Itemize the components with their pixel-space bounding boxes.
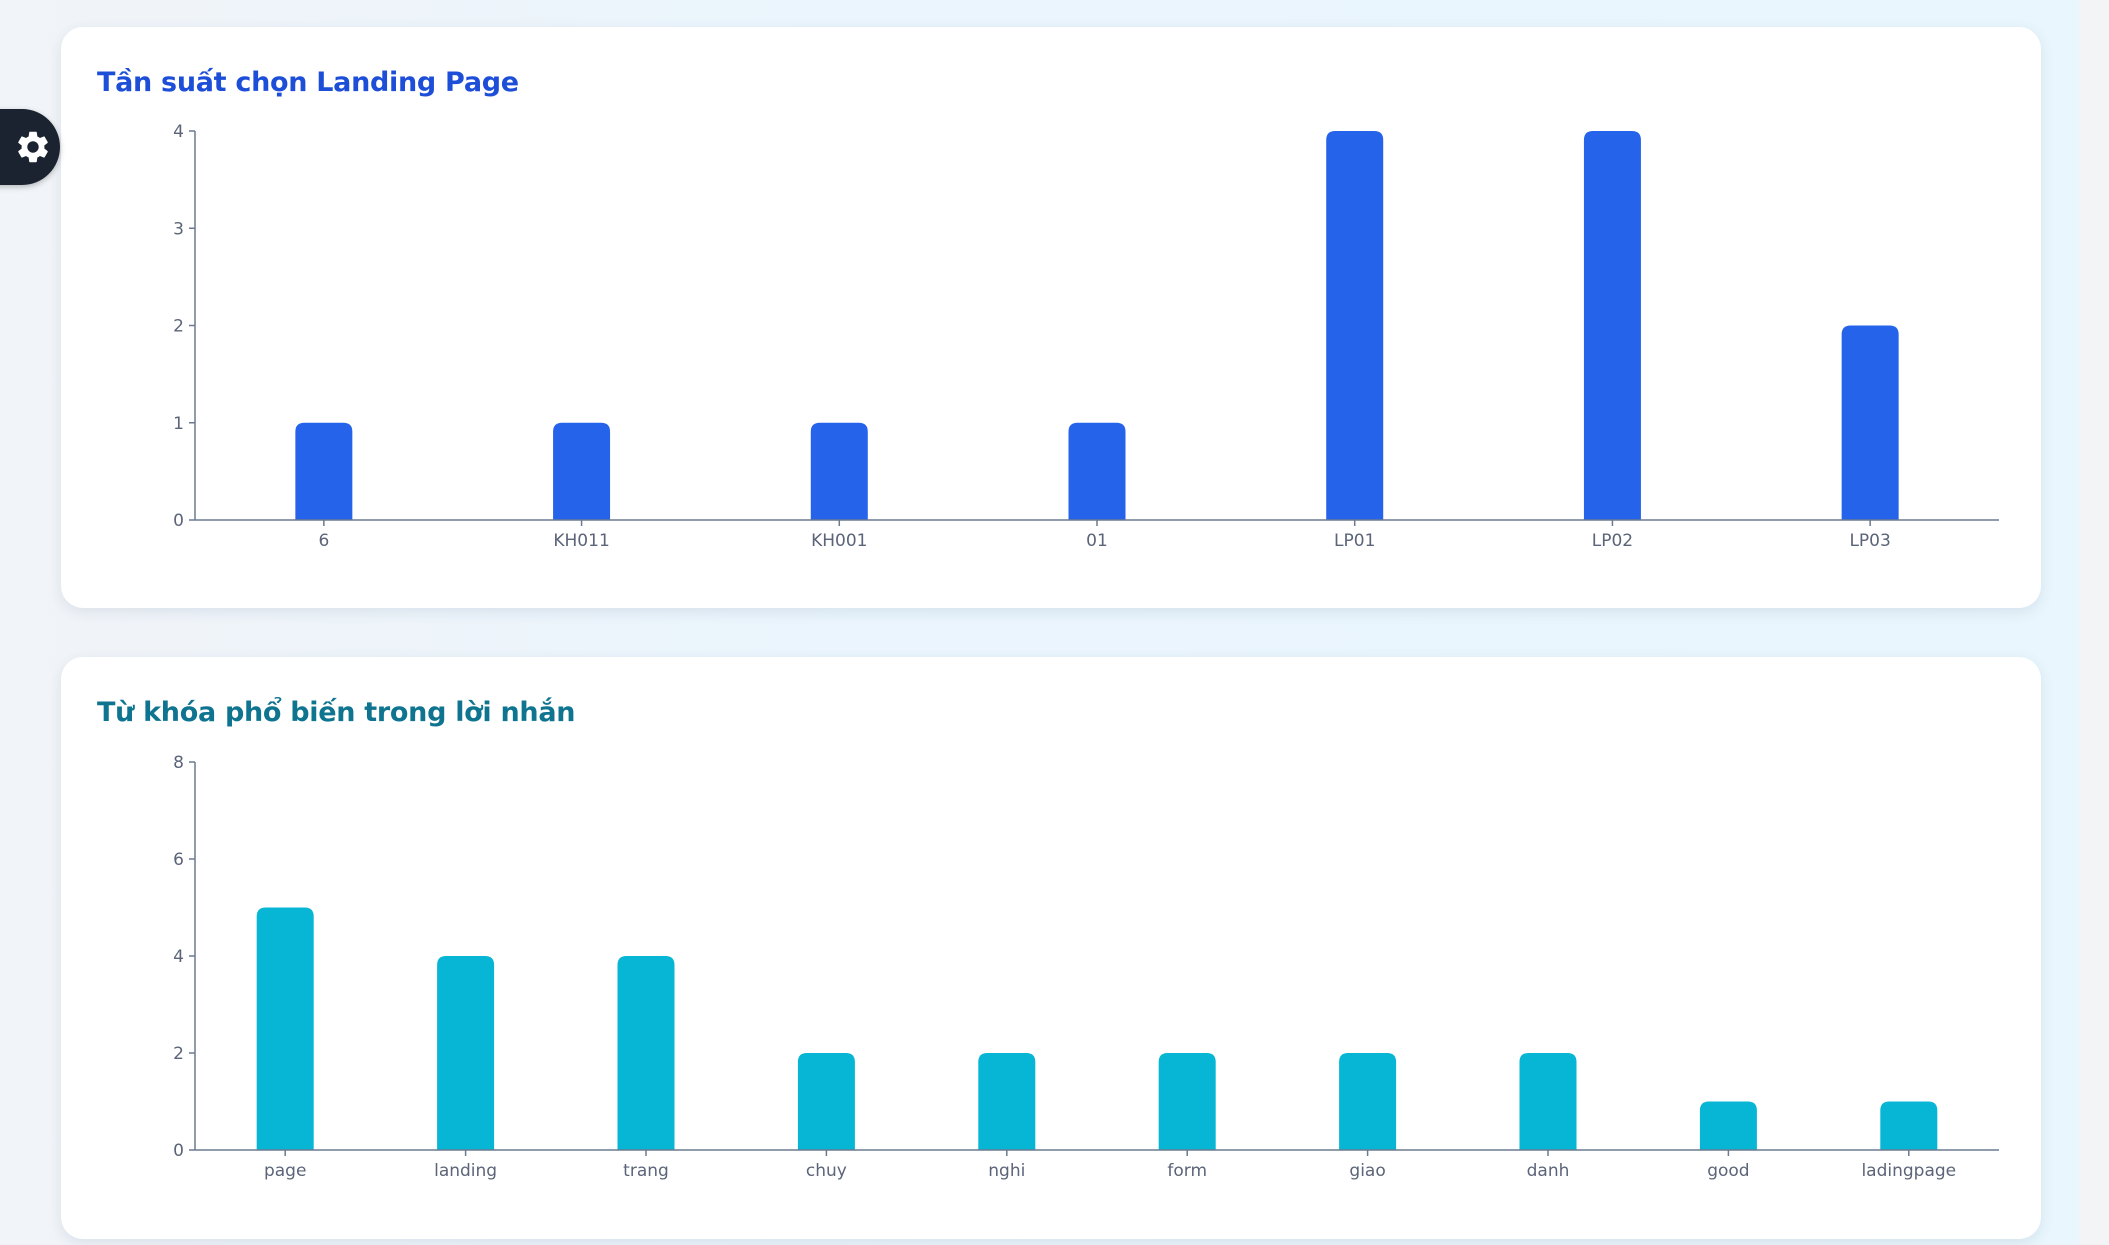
y-tick-label: 4: [173, 122, 184, 142]
bar-landing[interactable]: [437, 956, 495, 1150]
bar-form[interactable]: [1158, 1053, 1216, 1150]
bar-trang[interactable]: [617, 956, 675, 1150]
x-tick-label: nghi: [988, 1161, 1025, 1181]
landing-page-frequency-card: Tần suất chọn Landing Page 0 1 2 3 4 6 KH011 KH…: [61, 27, 2041, 608]
x-tick-label: KH011: [553, 531, 609, 551]
bar-KH011[interactable]: [553, 422, 611, 520]
y-tick-label: 3: [173, 219, 184, 239]
bar-KH001[interactable]: [810, 422, 868, 520]
popular-keywords-chart: 0 2 4 6 8 page landing trang chuy nghi form giao dan…: [173, 753, 1999, 1181]
settings-button[interactable]: [0, 109, 60, 185]
y-tick-label: 2: [173, 317, 184, 337]
y-tick-label: 8: [173, 753, 184, 773]
chart-title: Tần suất chọn Landing Page: [97, 67, 519, 98]
x-tick-label: KH001: [811, 531, 867, 551]
y-tick-label: 1: [173, 414, 184, 434]
bar-ladingpage[interactable]: [1880, 1101, 1938, 1151]
x-tick-label: LP02: [1592, 531, 1633, 551]
chart-title: Từ khóa phổ biến trong lời nhắn: [97, 697, 576, 728]
x-tick-label: good: [1707, 1161, 1749, 1181]
x-tick-label: LP03: [1849, 531, 1890, 551]
bar-page[interactable]: [256, 907, 314, 1151]
y-tick-label: 6: [173, 850, 184, 870]
x-tick-label: 6: [318, 531, 329, 551]
bar-good[interactable]: [1699, 1101, 1757, 1151]
gear-icon: [18, 131, 48, 163]
bar-chuy[interactable]: [797, 1053, 855, 1150]
bar-danh[interactable]: [1519, 1053, 1577, 1150]
bar-LP01[interactable]: [1326, 131, 1384, 520]
x-tick-label: chuy: [806, 1161, 847, 1181]
bar-6[interactable]: [295, 422, 353, 520]
y-tick-label: 4: [173, 947, 184, 967]
bar-01[interactable]: [1068, 422, 1126, 520]
bar-LP03[interactable]: [1841, 325, 1899, 521]
popular-keywords-card: Từ khóa phổ biến trong lời nhắn 0 2 4 6 8 pag…: [61, 657, 2041, 1239]
x-tick-label: form: [1167, 1161, 1207, 1181]
bar-LP02[interactable]: [1583, 131, 1641, 520]
y-tick-label: 0: [173, 511, 184, 531]
x-tick-label: giao: [1349, 1161, 1385, 1181]
x-tick-label: landing: [434, 1161, 497, 1181]
bar-nghi[interactable]: [978, 1053, 1036, 1150]
x-tick-label: 01: [1086, 531, 1108, 551]
x-tick-label: ladingpage: [1861, 1161, 1956, 1181]
y-tick-label: 2: [173, 1044, 184, 1064]
page-scrollbar[interactable]: [2079, 0, 2109, 1245]
bar-giao[interactable]: [1339, 1053, 1397, 1150]
x-tick-label: danh: [1527, 1161, 1570, 1181]
x-tick-label: LP01: [1334, 531, 1375, 551]
x-tick-label: trang: [623, 1161, 669, 1181]
y-tick-label: 0: [173, 1141, 184, 1161]
x-tick-label: page: [264, 1161, 306, 1181]
